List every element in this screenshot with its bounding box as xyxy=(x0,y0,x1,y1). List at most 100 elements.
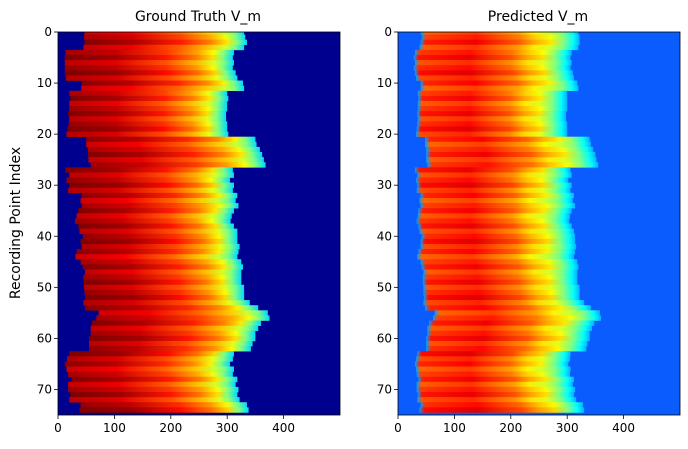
heatmap-row xyxy=(65,50,234,55)
y-tick-label: 30 xyxy=(37,178,52,192)
heatmap-row xyxy=(65,65,233,70)
heatmap-row xyxy=(421,40,580,45)
heatmap-row xyxy=(418,249,575,254)
y-tick-label: 20 xyxy=(377,127,392,141)
heatmap-row xyxy=(418,213,570,218)
heatmap-row xyxy=(77,249,239,254)
heatmap-row xyxy=(85,32,245,35)
y-tick-label: 40 xyxy=(37,229,52,243)
heatmap-row xyxy=(426,152,595,157)
heatmap-row xyxy=(426,157,596,162)
heatmap-row xyxy=(423,269,577,274)
heatmap-row xyxy=(423,300,584,305)
y-tick-label: 30 xyxy=(377,178,392,192)
heatmap-row xyxy=(419,229,574,234)
heatmap-row xyxy=(70,392,237,397)
heatmap-row xyxy=(414,65,571,70)
y-tick-label: 40 xyxy=(377,229,392,243)
heatmap-row xyxy=(422,234,575,239)
heatmap-row xyxy=(421,81,578,86)
heatmap-row xyxy=(85,305,258,310)
heatmap-row xyxy=(83,300,249,305)
heatmap-row xyxy=(423,285,579,290)
heatmap-row xyxy=(421,239,576,244)
heatmap-row xyxy=(83,264,243,269)
heatmap-row xyxy=(421,259,578,264)
heatmap-row xyxy=(425,137,590,142)
heatmap-row xyxy=(416,366,571,371)
heatmap-row xyxy=(416,178,568,183)
heatmap-row xyxy=(85,290,245,295)
heatmap-row xyxy=(81,259,242,264)
heatmap-row xyxy=(69,351,234,356)
heatmap-row xyxy=(417,172,572,177)
heatmap-row xyxy=(415,361,568,366)
heatmap-row xyxy=(415,70,573,75)
panel-ground-truth: 0 100 200 300 400 0 10 20 30 40 50 60 70 xyxy=(37,25,340,435)
heatmap-row xyxy=(69,91,227,96)
x-tick-label: 300 xyxy=(556,421,579,435)
heatmap-row xyxy=(66,366,234,371)
heatmap-row xyxy=(83,275,241,280)
x-tick-label: 400 xyxy=(272,421,295,435)
y-tick-label: 70 xyxy=(377,382,392,396)
heatmap-row xyxy=(84,285,244,290)
heatmap-row xyxy=(424,295,580,300)
heatmap-row xyxy=(85,295,244,300)
heatmap-row xyxy=(89,336,255,341)
y-tick-label: 0 xyxy=(44,25,52,39)
heatmap-row xyxy=(88,157,263,162)
heatmap-row xyxy=(417,188,571,193)
heatmap-row xyxy=(423,290,579,295)
heatmap-row xyxy=(99,310,268,315)
heatmap-row xyxy=(419,45,578,50)
heatmap-row xyxy=(69,106,227,111)
heatmap-row xyxy=(421,86,579,91)
heatmap-row xyxy=(427,162,598,167)
x-tick-label: 100 xyxy=(443,421,466,435)
heatmap-row xyxy=(68,111,226,116)
heatmap-row xyxy=(417,121,567,126)
left-title: Ground Truth V_m xyxy=(135,9,261,25)
heatmap-row xyxy=(417,183,572,188)
heatmap-row xyxy=(75,218,231,223)
heatmap-row xyxy=(83,45,244,50)
heatmap-row xyxy=(69,101,227,106)
x-tick-label: 200 xyxy=(499,421,522,435)
y-axis-label: Recording Point Index xyxy=(8,147,24,299)
heatmap-row xyxy=(427,331,589,336)
heatmap-row xyxy=(433,315,601,320)
heatmap-row xyxy=(78,224,234,229)
heatmap-row xyxy=(66,75,237,80)
heatmap-row xyxy=(72,377,238,382)
heatmap-row xyxy=(66,178,230,183)
heatmap-row xyxy=(78,208,234,213)
heatmap-row xyxy=(67,356,233,361)
heatmap-row xyxy=(422,35,580,40)
heatmap-row xyxy=(69,397,239,402)
heatmap-row xyxy=(81,402,247,407)
x-tick-label: 0 xyxy=(54,421,62,435)
heatmap-row xyxy=(423,275,578,280)
heatmap-row xyxy=(419,198,572,203)
heatmap-row xyxy=(83,234,238,239)
heatmap-row xyxy=(81,86,244,91)
heatmap-row xyxy=(91,326,259,331)
right-title: Predicted V_m xyxy=(488,9,588,25)
heatmap-row xyxy=(79,407,248,412)
heatmap-row xyxy=(425,142,591,147)
y-tick-label: 50 xyxy=(377,280,392,294)
x-tick-label: 0 xyxy=(394,421,402,435)
heatmap-row xyxy=(416,356,570,361)
heatmap-row xyxy=(69,116,226,121)
heatmap-row xyxy=(429,321,594,326)
heatmap-row xyxy=(66,132,228,137)
heatmap-row xyxy=(68,382,236,387)
heatmap-row xyxy=(65,361,230,366)
heatmap-row xyxy=(417,126,568,131)
heatmap-row xyxy=(81,198,236,203)
heatmap-row xyxy=(418,377,574,382)
heatmap-row xyxy=(422,264,579,269)
heatmap-row xyxy=(68,387,238,392)
